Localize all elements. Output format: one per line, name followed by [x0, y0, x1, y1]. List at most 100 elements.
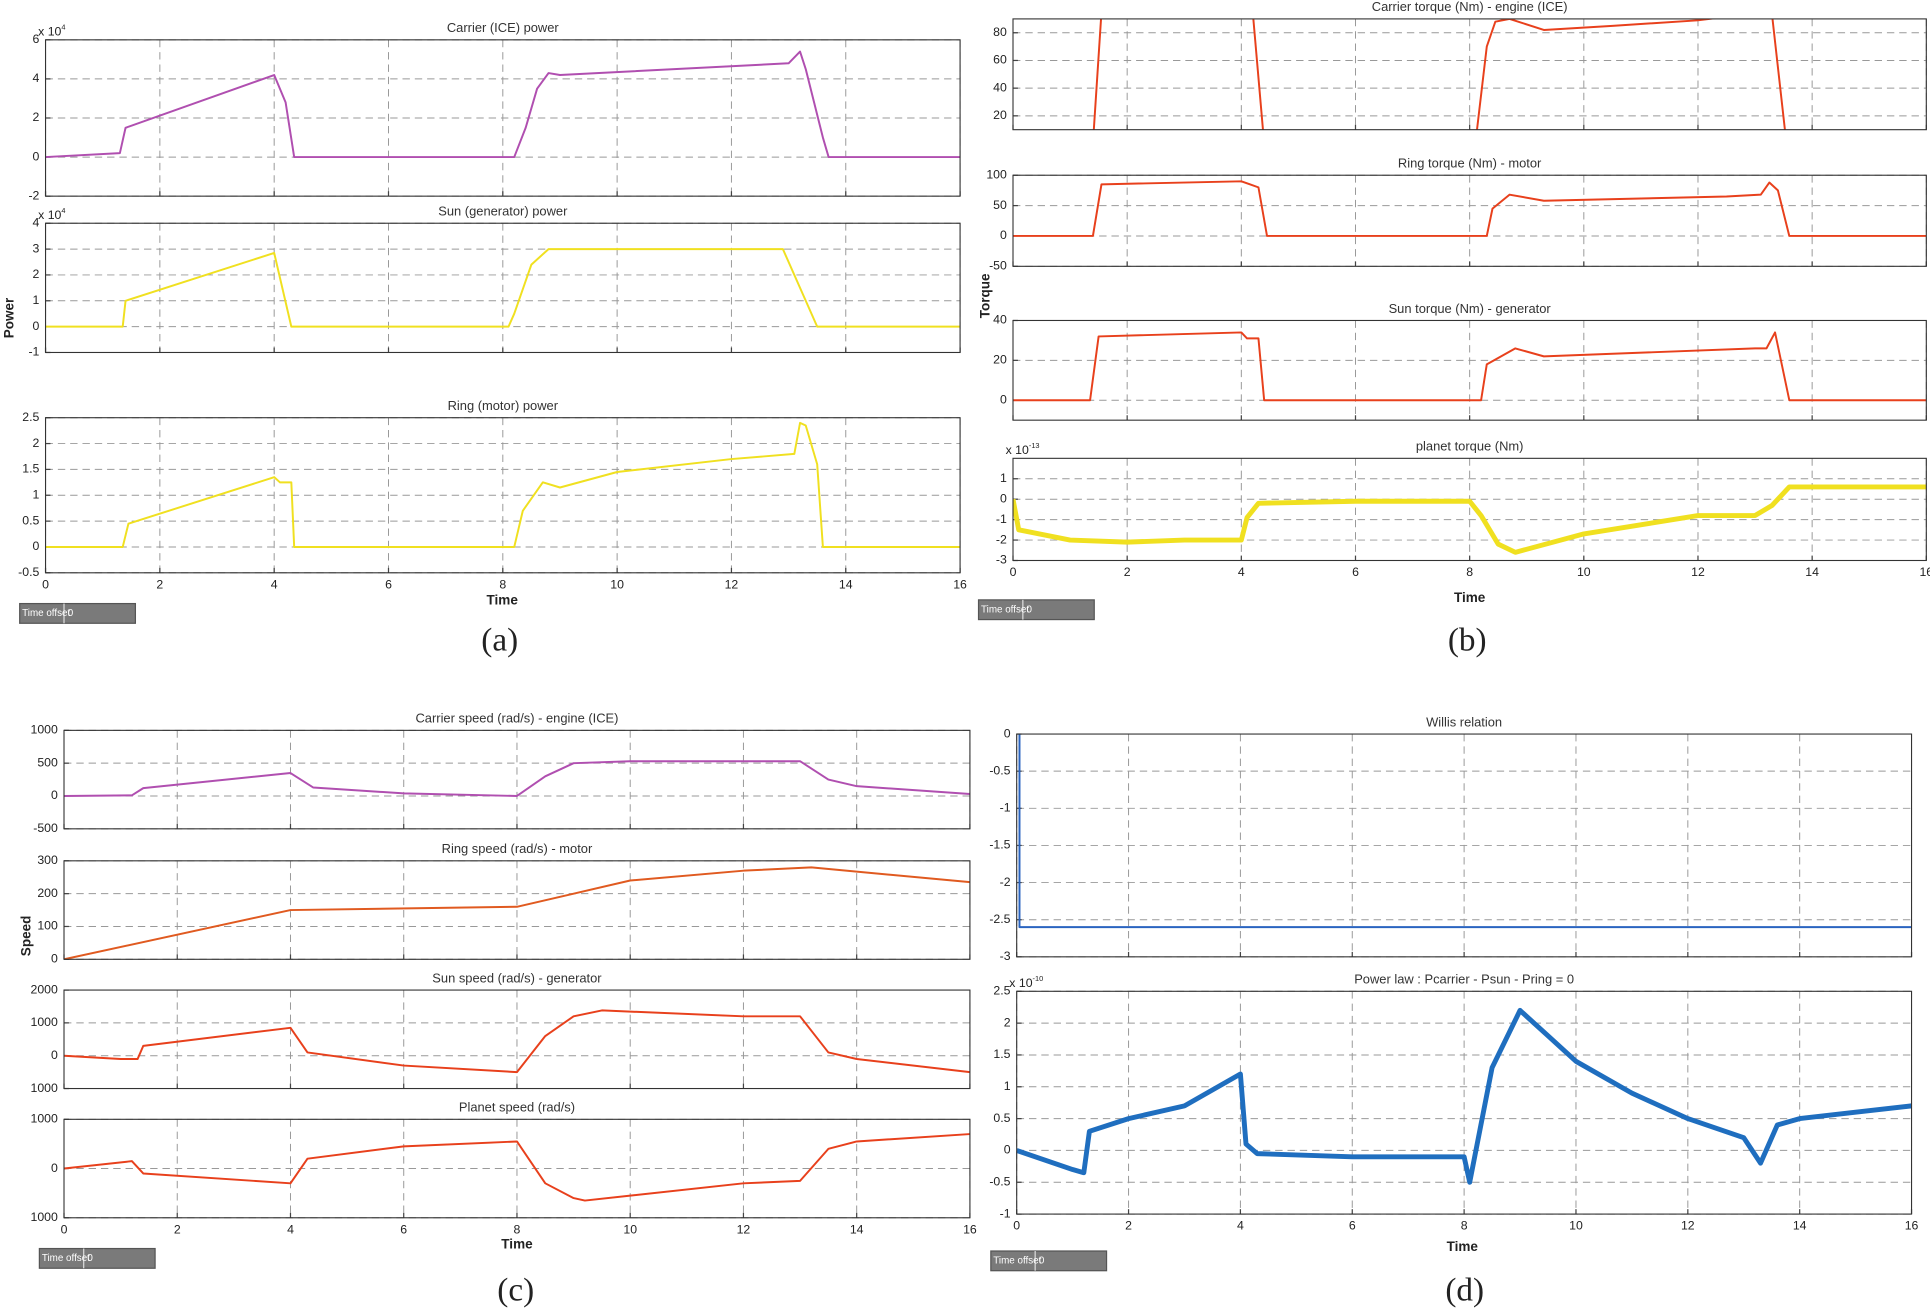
x-tick-label: 16	[1919, 565, 1930, 579]
time-offset-label: Time offset	[42, 1253, 90, 1264]
plot-border	[1016, 990, 1913, 1215]
plot-border	[1012, 174, 1927, 267]
y-tick-label: 2	[1004, 1015, 1011, 1029]
y-tick-label: 4	[33, 215, 40, 229]
chart-title: Ring (motor) power	[448, 398, 559, 413]
y-tick-label: -1	[1000, 1206, 1011, 1220]
y-axis-label: Power	[1, 297, 16, 338]
x-tick-label: 16	[963, 1222, 977, 1236]
multiplier-power: -13	[1029, 441, 1040, 450]
data-line	[64, 760, 970, 797]
chart-title: Sun torque (Nm) - generator	[1389, 301, 1552, 316]
panel-label: (b)	[1448, 622, 1487, 659]
time-offset-box	[38, 1247, 156, 1269]
y-tick-label: -2	[1000, 875, 1011, 889]
plot-border	[44, 39, 961, 197]
y-tick-label: 40	[993, 80, 1007, 94]
multiplier-base: x 10	[38, 25, 61, 39]
y-tick-label: 0	[51, 788, 58, 802]
panel-label: (d)	[1445, 1271, 1484, 1308]
time-offset-value: 0	[87, 1253, 93, 1264]
data-line	[45, 421, 961, 548]
y-tick-label: 20	[993, 108, 1007, 122]
y-tick-label: 2	[33, 436, 40, 450]
x-tick-label: 10	[623, 1222, 637, 1236]
y-tick-label: 1000	[30, 1112, 58, 1126]
x-tick-label: 2	[1125, 1219, 1132, 1233]
panel-label: (c)	[497, 1271, 534, 1308]
multiplier-power: 4	[61, 206, 65, 215]
chart-title: Carrier speed (rad/s) - engine (ICE)	[415, 711, 618, 726]
chart-title: Willis relation	[1426, 714, 1502, 729]
x-tick-label: 10	[610, 577, 624, 591]
y-tick-label: 1	[33, 293, 40, 307]
plot-border	[63, 860, 971, 960]
y-tick-label: 0	[1000, 228, 1007, 242]
x-tick-label: 12	[1681, 1219, 1695, 1233]
x-tick-label: 6	[385, 577, 392, 591]
time-offset-box	[19, 602, 137, 624]
x-tick-label: 8	[499, 577, 506, 591]
plot-border	[1012, 457, 1927, 562]
x-tick-label: 0	[1010, 565, 1017, 579]
data-line	[1016, 1007, 1912, 1185]
time-offset-label: Time offset	[981, 604, 1029, 615]
x-tick-label: 14	[1793, 1219, 1807, 1233]
y-tick-label: 0.5	[22, 513, 39, 527]
y-tick-label: 2	[33, 110, 40, 124]
plot-border	[1016, 733, 1913, 958]
y-tick-label: 100	[986, 167, 1007, 181]
chart-title: Ring torque (Nm) - motor	[1398, 156, 1542, 171]
chart-title: Power law : Pcarrier - Psun - Pring = 0	[1354, 972, 1574, 987]
multiplier-base: x 10	[38, 208, 61, 222]
x-tick-label: 6	[1349, 1219, 1356, 1233]
y-tick-label: 1000	[30, 1210, 58, 1224]
data-line	[1018, 734, 1912, 929]
x-tick-label: 10	[1577, 565, 1591, 579]
plot-border	[44, 222, 961, 354]
data-line	[64, 866, 970, 960]
y-tick-label: -1	[1000, 801, 1011, 815]
y-tick-label: 60	[993, 53, 1007, 67]
y-tick-label: -2.5	[989, 912, 1010, 926]
x-tick-label: 12	[725, 577, 739, 591]
x-tick-label: 2	[156, 577, 163, 591]
x-tick-label: 0	[1013, 1219, 1020, 1233]
data-line	[1092, 18, 1786, 130]
y-tick-label: -1	[996, 512, 1007, 526]
y-tick-label: 100	[37, 919, 58, 933]
panel-label: (a)	[481, 622, 518, 659]
x-tick-label: 14	[1805, 565, 1819, 579]
plot-border	[63, 989, 971, 1090]
x-tick-label: 14	[839, 577, 853, 591]
y-tick-label: 20	[993, 353, 1007, 367]
y-tick-label: -50	[989, 259, 1007, 273]
plot-border	[1012, 18, 1927, 131]
y-tick-label: 6	[33, 32, 40, 46]
multiplier-base: x 10	[1006, 443, 1029, 457]
plot-border	[1012, 319, 1927, 421]
multiplier-base: x 10	[1009, 976, 1032, 990]
x-tick-label: 0	[61, 1222, 68, 1236]
x-tick-label: 0	[42, 577, 49, 591]
x-tick-label: 4	[1238, 565, 1245, 579]
y-tick-label: 2.5	[993, 984, 1010, 998]
y-tick-label: -3	[996, 553, 1007, 567]
x-tick-label: 8	[1466, 565, 1473, 579]
x-tick-label: 4	[271, 577, 278, 591]
chart-title: Carrier torque (Nm) - engine (ICE)	[1372, 0, 1568, 14]
y-tick-label: 1000	[30, 723, 58, 737]
y-tick-label: 0	[33, 149, 40, 163]
y-tick-label: 500	[37, 755, 58, 769]
y-tick-label: -1.5	[989, 838, 1010, 852]
data-line	[45, 50, 961, 159]
multiplier: x 104	[38, 22, 65, 38]
x-tick-label: 16	[953, 577, 967, 591]
y-tick-label: 0	[51, 1048, 58, 1062]
y-tick-label: 1.5	[22, 462, 39, 476]
x-tick-label: 12	[737, 1222, 751, 1236]
x-tick-label: 2	[174, 1222, 181, 1236]
data-line	[1013, 484, 1927, 555]
y-axis-label: Speed	[19, 916, 34, 957]
y-tick-label: 0	[1000, 491, 1007, 505]
